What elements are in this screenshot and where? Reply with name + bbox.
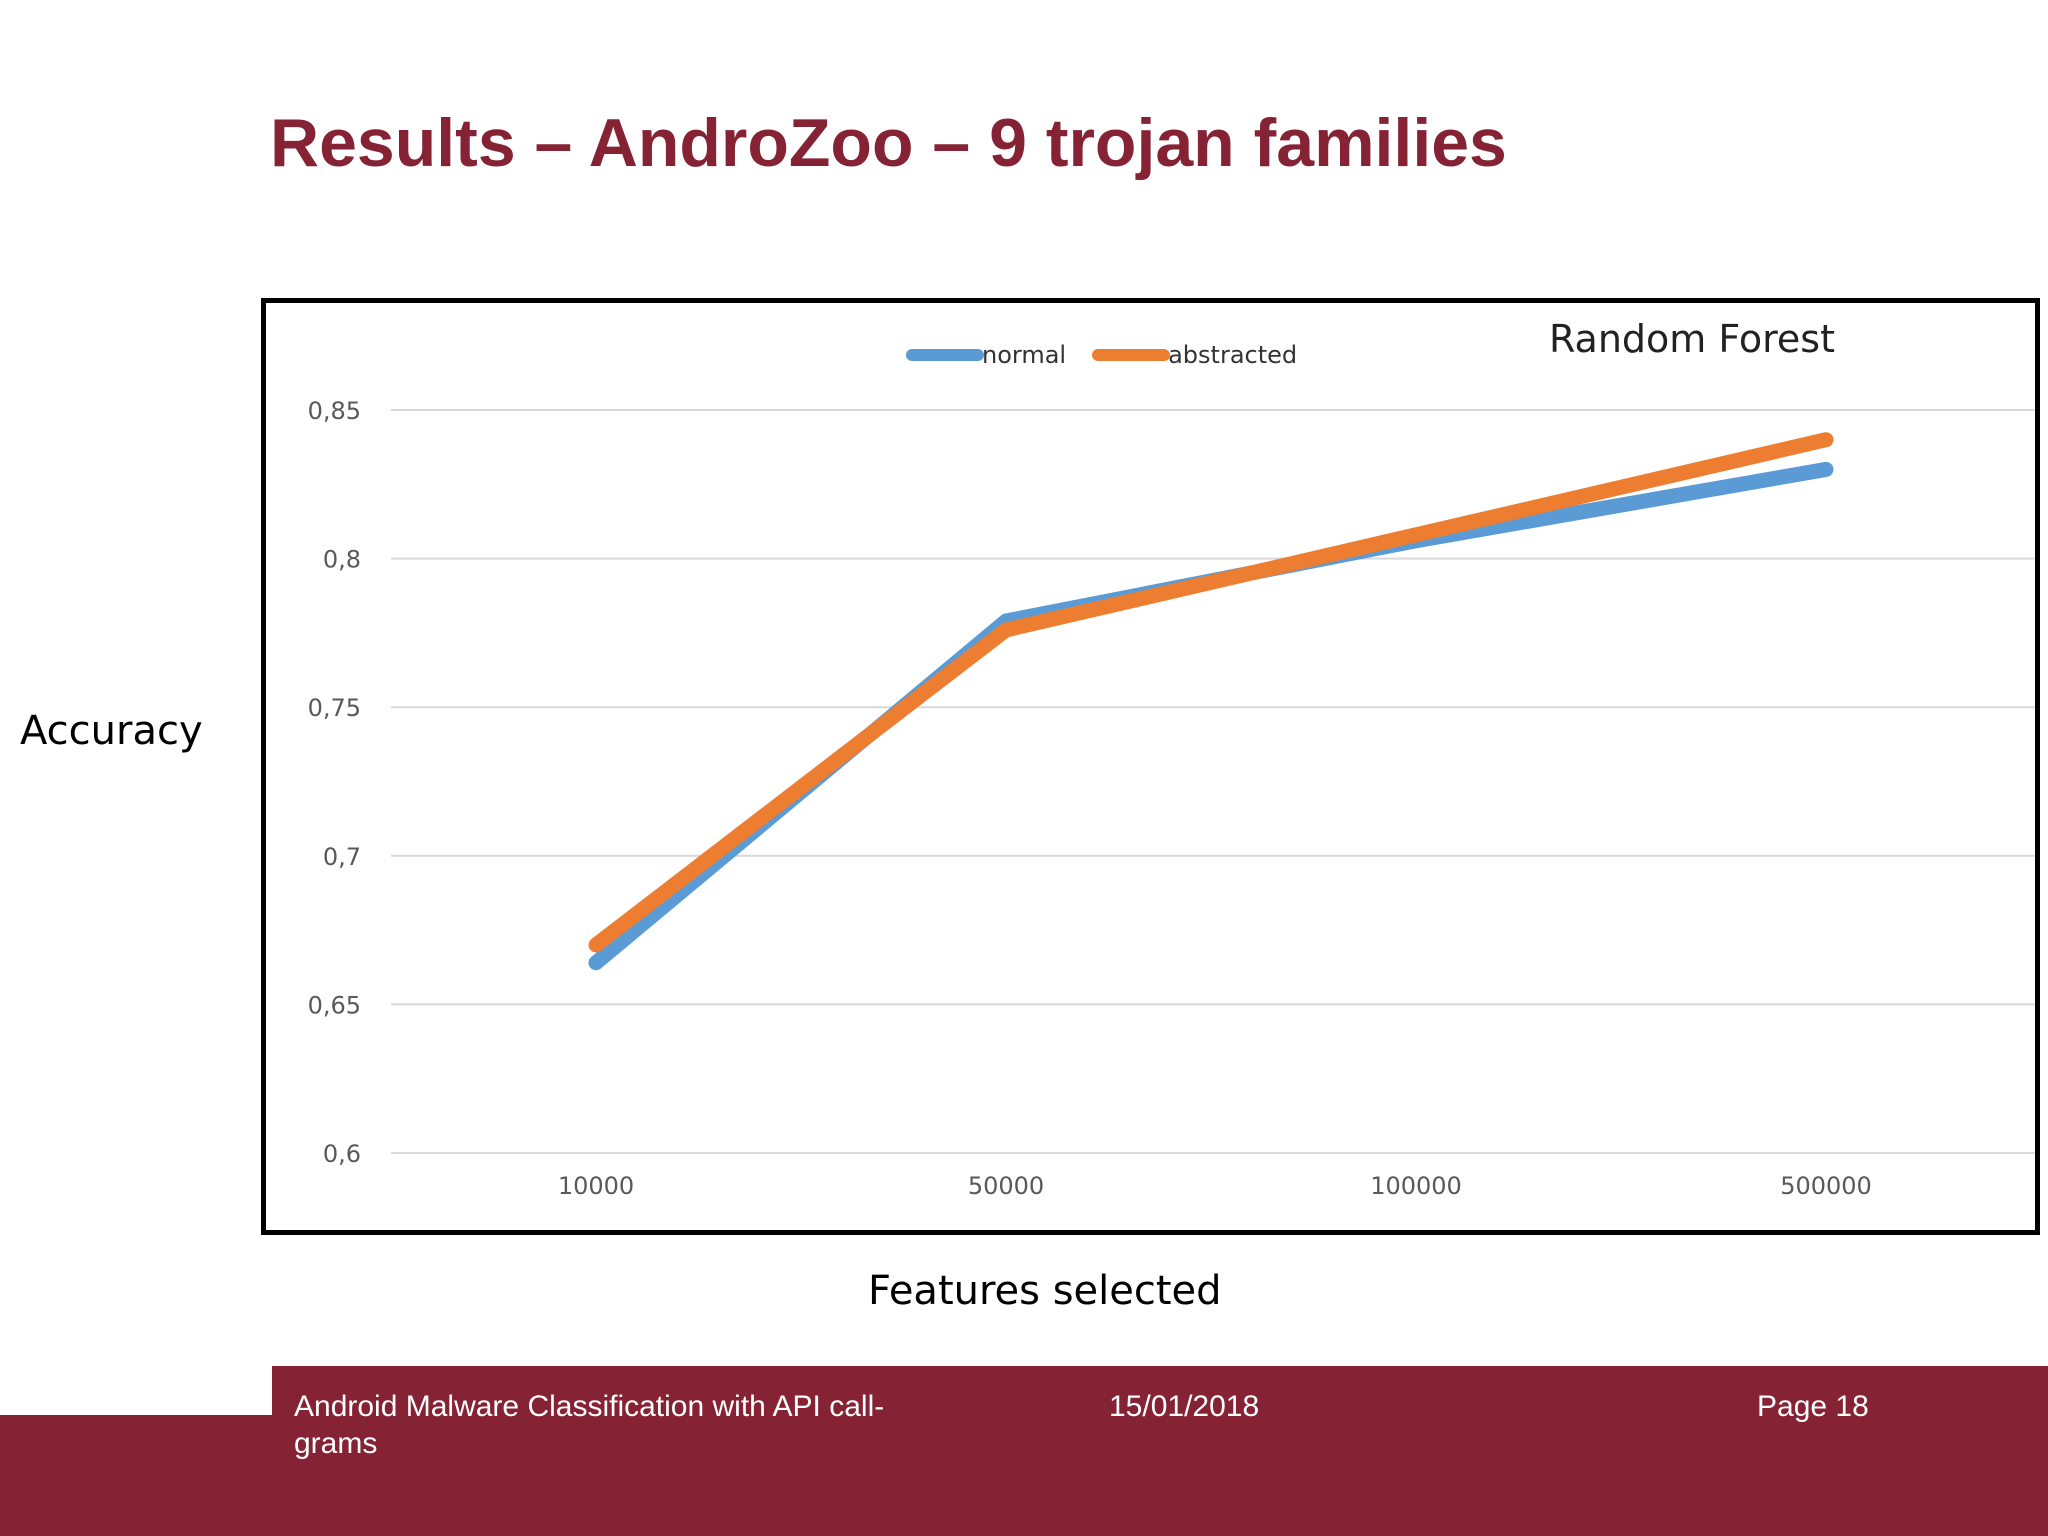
y-tick-label: 0,65 <box>308 991 361 1019</box>
footer-presentation-title: Android Malware Classification with API … <box>294 1390 885 1460</box>
chart-title: Random Forest <box>1548 317 1835 361</box>
x-tick-label: 10000 <box>558 1172 634 1200</box>
y-tick-label: 0,75 <box>308 694 361 722</box>
footer-band-left <box>0 1415 272 1536</box>
y-tick-label: 0,7 <box>323 843 361 871</box>
x-axis-label: Features selected <box>868 1268 1222 1314</box>
legend-label-abstracted: abstracted <box>1168 341 1298 369</box>
x-tick-label: 500000 <box>1780 1172 1872 1200</box>
slide-title: Results – AndroZoo – 9 trojan families <box>270 105 1507 181</box>
legend-label-normal: normal <box>982 341 1067 369</box>
line-chart: 0,85 0,8 0,75 0,7 0,65 0,6 10000 50000 100000 500… <box>308 397 2035 1200</box>
y-tick-label: 0,85 <box>308 397 361 425</box>
y-axis-label: Accuracy <box>20 708 203 754</box>
footer-bar: Android Malware Classification with API … <box>272 1366 2048 1536</box>
footer-date: 15/01/2018 <box>1109 1390 1260 1423</box>
legend-swatch-normal <box>906 349 984 361</box>
y-tick-label: 0,8 <box>323 546 361 574</box>
chart-container: 0,85 0,8 0,75 0,7 0,65 0,6 10000 50000 100000 500… <box>261 298 2040 1235</box>
legend-swatch-abstracted <box>1092 349 1171 361</box>
legend-item-abstracted: abstracted <box>1092 341 1297 369</box>
x-tick-label: 50000 <box>968 1172 1044 1200</box>
series-line-abstracted <box>588 432 1834 953</box>
chart-legend: normal abstracted <box>906 341 1323 369</box>
y-tick-label: 0,6 <box>323 1140 361 1168</box>
x-tick-label: 100000 <box>1370 1172 1462 1200</box>
footer-page-number: Page 18 <box>1757 1390 1869 1423</box>
legend-item-normal: normal <box>906 341 1066 369</box>
series-line-normal <box>588 461 1834 971</box>
